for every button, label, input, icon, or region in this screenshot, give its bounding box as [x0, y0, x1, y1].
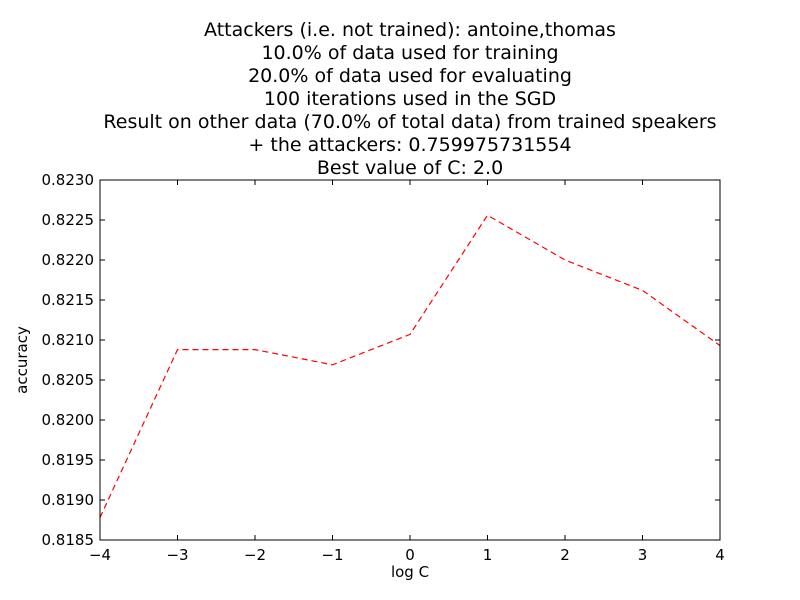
- x-tick-label: 0: [405, 546, 415, 564]
- x-tick-label: −1: [321, 546, 343, 564]
- y-tick-label: 0.8225: [42, 211, 95, 229]
- title-line: 10.0% of data used for training: [261, 42, 558, 64]
- y-tick-label: 0.8195: [42, 451, 95, 469]
- title-line: Best value of C: 2.0: [317, 157, 503, 179]
- x-tick-label: −3: [166, 546, 188, 564]
- series-line: [100, 214, 720, 518]
- title-line: 100 iterations used in the SGD: [264, 88, 556, 110]
- title-line: + the attackers: 0.759975731554: [248, 134, 571, 156]
- title-line: Result on other data (70.0% of total dat…: [103, 111, 716, 133]
- y-axis-label: accuracy: [13, 326, 31, 394]
- y-tick-label: 0.8210: [42, 331, 95, 349]
- x-axis-label: log C: [391, 563, 429, 581]
- x-ticks: −4 −3 −2 −1 0 1 2 3 4: [89, 180, 725, 564]
- y-tick-label: 0.8190: [42, 491, 95, 509]
- plot-frame: [99, 179, 721, 541]
- title-line: 20.0% of data used for evaluating: [248, 65, 572, 87]
- y-tick-label: 0.8200: [42, 411, 95, 429]
- chart-title: Attackers (i.e. not trained): antoine,th…: [103, 19, 716, 179]
- y-tick-label: 0.8215: [42, 291, 95, 309]
- x-tick-label: 4: [715, 546, 725, 564]
- x-tick-label: 2: [560, 546, 570, 564]
- y-tick-label: 0.8230: [42, 171, 95, 189]
- x-tick-label: 1: [483, 546, 493, 564]
- x-tick-label: 3: [638, 546, 648, 564]
- title-line: Attackers (i.e. not trained): antoine,th…: [204, 19, 616, 41]
- y-tick-label: 0.8205: [42, 371, 95, 389]
- x-tick-label: −4: [89, 546, 111, 564]
- y-ticks: 0.8185 0.8190 0.8195 0.8200 0.8205 0.8210 0.82…: [42, 171, 720, 549]
- y-tick-label: 0.8220: [42, 251, 95, 269]
- y-tick-label: 0.8185: [42, 531, 95, 549]
- series-group: [100, 214, 720, 518]
- x-tick-label: −2: [244, 546, 266, 564]
